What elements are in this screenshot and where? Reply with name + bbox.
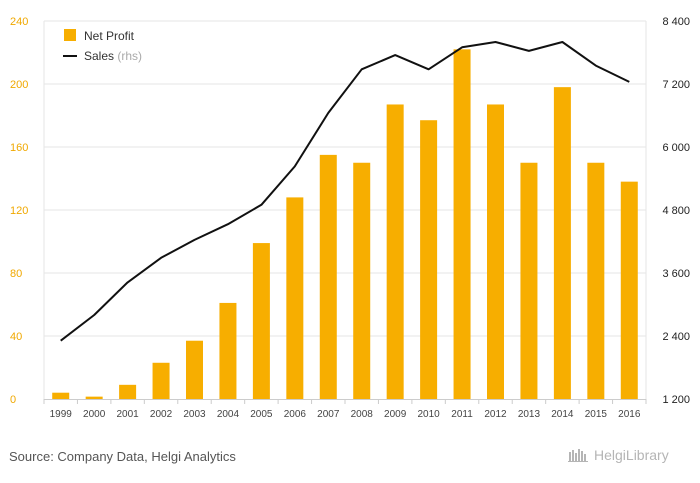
x-tick-label: 2013 [518,409,541,420]
legend-label-suffix: (rhs) [114,49,142,63]
right-tick-label: 8 400 [662,16,690,28]
x-tick-label: 2000 [83,409,106,420]
net-profit-bar [152,362,170,399]
legend-label-text: Sales [84,49,114,63]
net-profit-bar [487,104,504,399]
net-profit-bar [52,392,70,399]
legend: Net Profit Sales (rhs) [63,29,142,63]
x-tick-label: 2007 [317,409,340,420]
x-tick-label: 2012 [484,409,507,420]
library-logo-icon [568,449,588,462]
net-profit-bars [52,49,638,400]
sales-line [60,41,630,342]
source-note: Source: Company Data, Helgi Analytics [9,449,236,464]
x-tick-label: 2002 [150,409,173,420]
net-profit-bar [252,243,270,399]
right-tick-label: 2 400 [662,331,690,343]
x-tick-label: 2014 [551,409,574,420]
grid-lines [43,20,647,399]
net-profit-bar [286,197,304,399]
net-profit-bar [353,162,371,399]
net-profit-bar [553,87,571,400]
left-tick-label: 40 [10,331,22,343]
sales-line-group [60,41,630,342]
x-tick-label: 2009 [384,409,407,420]
net-profit-bar [620,181,638,399]
left-tick-label: 160 [10,142,28,154]
x-tick-label: 2003 [183,409,206,420]
net-profit-bar [319,154,337,399]
x-tick-label: 2015 [585,409,608,420]
legend-label: Sales (rhs) [84,49,142,63]
x-tick-label: 2005 [250,409,273,420]
net-profit-bar [119,384,137,399]
x-tick-label: 2001 [116,409,139,420]
x-tick-label: 2010 [417,409,440,420]
right-axis: 1 200 2 400 3 600 4 800 6 000 7 200 8 400 [662,16,690,406]
right-tick-label: 6 000 [662,142,690,154]
x-axis: 1999 2000 2001 2002 2003 2004 2005 2006 2007 2008… [43,399,647,420]
brand-name: HelgiLibrary [594,447,669,463]
net-profit-bar [386,104,404,399]
right-tick-label: 3 600 [662,268,690,280]
net-profit-bar [219,302,237,399]
right-tick-label: 7 200 [662,79,690,91]
left-tick-label: 120 [10,205,28,217]
x-tick-label: 1999 [50,409,73,420]
left-tick-label: 240 [10,16,28,28]
legend-label-text: Net Profit [84,29,135,43]
x-tick-label: 2004 [217,409,240,420]
x-tick-label: 2011 [451,409,473,420]
right-tick-label: 4 800 [662,205,690,217]
net-profit-bar [420,120,438,399]
right-tick-label: 1 200 [662,394,690,406]
legend-label: Net Profit [84,29,135,43]
x-tick-label: 2016 [618,409,641,420]
x-tick-label: 2008 [351,409,374,420]
left-tick-label: 80 [10,268,22,280]
net-profit-bar [186,340,203,399]
x-tick-label: 2006 [284,409,307,420]
chart: 0 40 80 120 160 200 240 1 200 2 400 3 600 4 800 6 … [10,16,690,420]
net-profit-bar [520,162,538,399]
brand-logo[interactable]: HelgiLibrary [568,447,669,463]
net-profit-bar [453,49,471,399]
legend-swatch-net-profit [64,29,76,41]
left-axis: 0 40 80 120 160 200 240 [10,16,28,406]
net-profit-bar [85,396,103,399]
left-tick-label: 200 [10,79,28,91]
net-profit-bar [587,162,605,399]
left-tick-label: 0 [10,394,16,406]
